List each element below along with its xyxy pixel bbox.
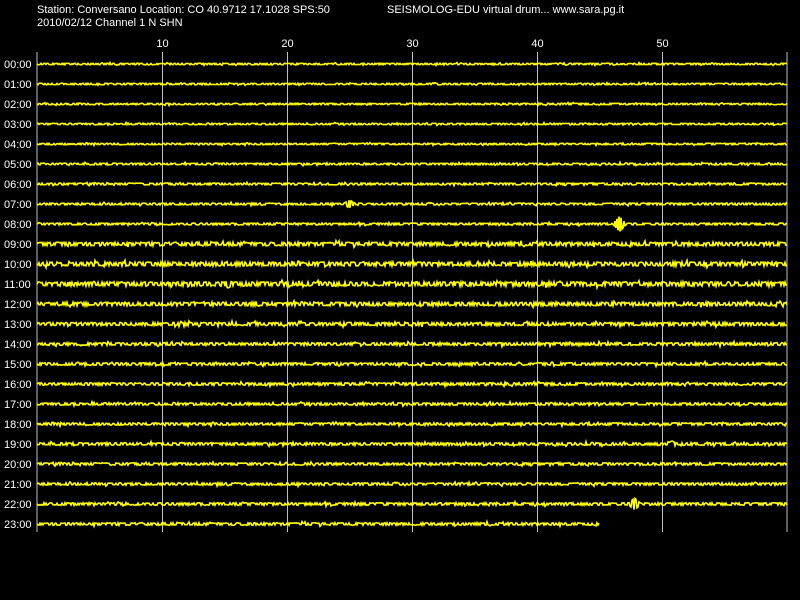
x-tick-label: 20	[281, 38, 293, 50]
row-time-label: 00:00	[4, 59, 32, 71]
drum-title: SEISMOLOG-EDU virtual drum... www.sara.p…	[387, 4, 625, 16]
row-time-label: 18:00	[4, 419, 32, 431]
row-time-label: 11:00	[4, 279, 31, 291]
trace-row	[36, 460, 788, 469]
x-tick-label: 50	[656, 38, 668, 50]
trace-row	[36, 60, 788, 68]
trace-row	[36, 238, 788, 250]
row-time-label: 07:00	[4, 199, 32, 211]
date-channel-info: 2010/02/12 Channel 1 N SHN	[37, 17, 183, 29]
trace-row	[36, 80, 788, 87]
trace-row	[36, 379, 788, 389]
trace-row	[36, 141, 788, 148]
minute-tick-labels: 10 20 30 40 50	[156, 38, 668, 50]
row-time-label: 09:00	[4, 239, 32, 251]
x-tick-label: 10	[156, 38, 168, 50]
trace-row	[36, 278, 788, 291]
trace-row	[36, 479, 788, 489]
row-time-label: 20:00	[4, 459, 32, 471]
row-time-label: 02:00	[4, 99, 32, 111]
trace-row	[36, 399, 788, 408]
trace-row	[36, 101, 788, 108]
row-time-label: 14:00	[4, 339, 32, 351]
row-time-label: 03:00	[4, 119, 32, 131]
time-grid	[36, 52, 788, 532]
row-time-label: 19:00	[4, 439, 32, 451]
trace-row	[36, 180, 788, 188]
trace-row	[36, 199, 788, 209]
row-time-label: 04:00	[4, 139, 32, 151]
station-info: Station: Conversano Location: CO 40.9712…	[37, 4, 330, 16]
trace-row	[36, 160, 788, 168]
row-time-label: 06:00	[4, 179, 32, 191]
trace-row	[36, 216, 788, 232]
seismic-traces	[36, 60, 788, 529]
row-time-label: 01:00	[4, 79, 32, 91]
row-time-label: 12:00	[4, 299, 32, 311]
row-time-label: 21:00	[4, 479, 32, 491]
hour-row-labels: 00:00 01:00 02:00 03:00 04:00 05:00 06:00 07:00…	[4, 59, 32, 531]
row-time-label: 15:00	[4, 359, 32, 371]
trace-row	[36, 359, 788, 369]
row-time-label: 23:00	[4, 519, 32, 531]
row-time-label: 10:00	[4, 259, 32, 271]
row-time-label: 13:00	[4, 319, 32, 331]
row-time-label: 16:00	[4, 379, 32, 391]
trace-row	[36, 438, 788, 449]
trace-row	[36, 519, 600, 529]
trace-row	[36, 318, 788, 330]
trace-row	[36, 496, 788, 510]
x-tick-label: 40	[531, 38, 543, 50]
row-time-label: 17:00	[4, 399, 32, 411]
trace-row	[36, 257, 788, 271]
row-time-label: 22:00	[4, 499, 32, 511]
row-time-label: 08:00	[4, 219, 32, 231]
trace-row	[36, 420, 788, 429]
x-tick-label: 30	[406, 38, 418, 50]
trace-row	[36, 120, 788, 127]
trace-row	[36, 298, 788, 310]
row-time-label: 05:00	[4, 159, 32, 171]
trace-row	[36, 338, 788, 350]
